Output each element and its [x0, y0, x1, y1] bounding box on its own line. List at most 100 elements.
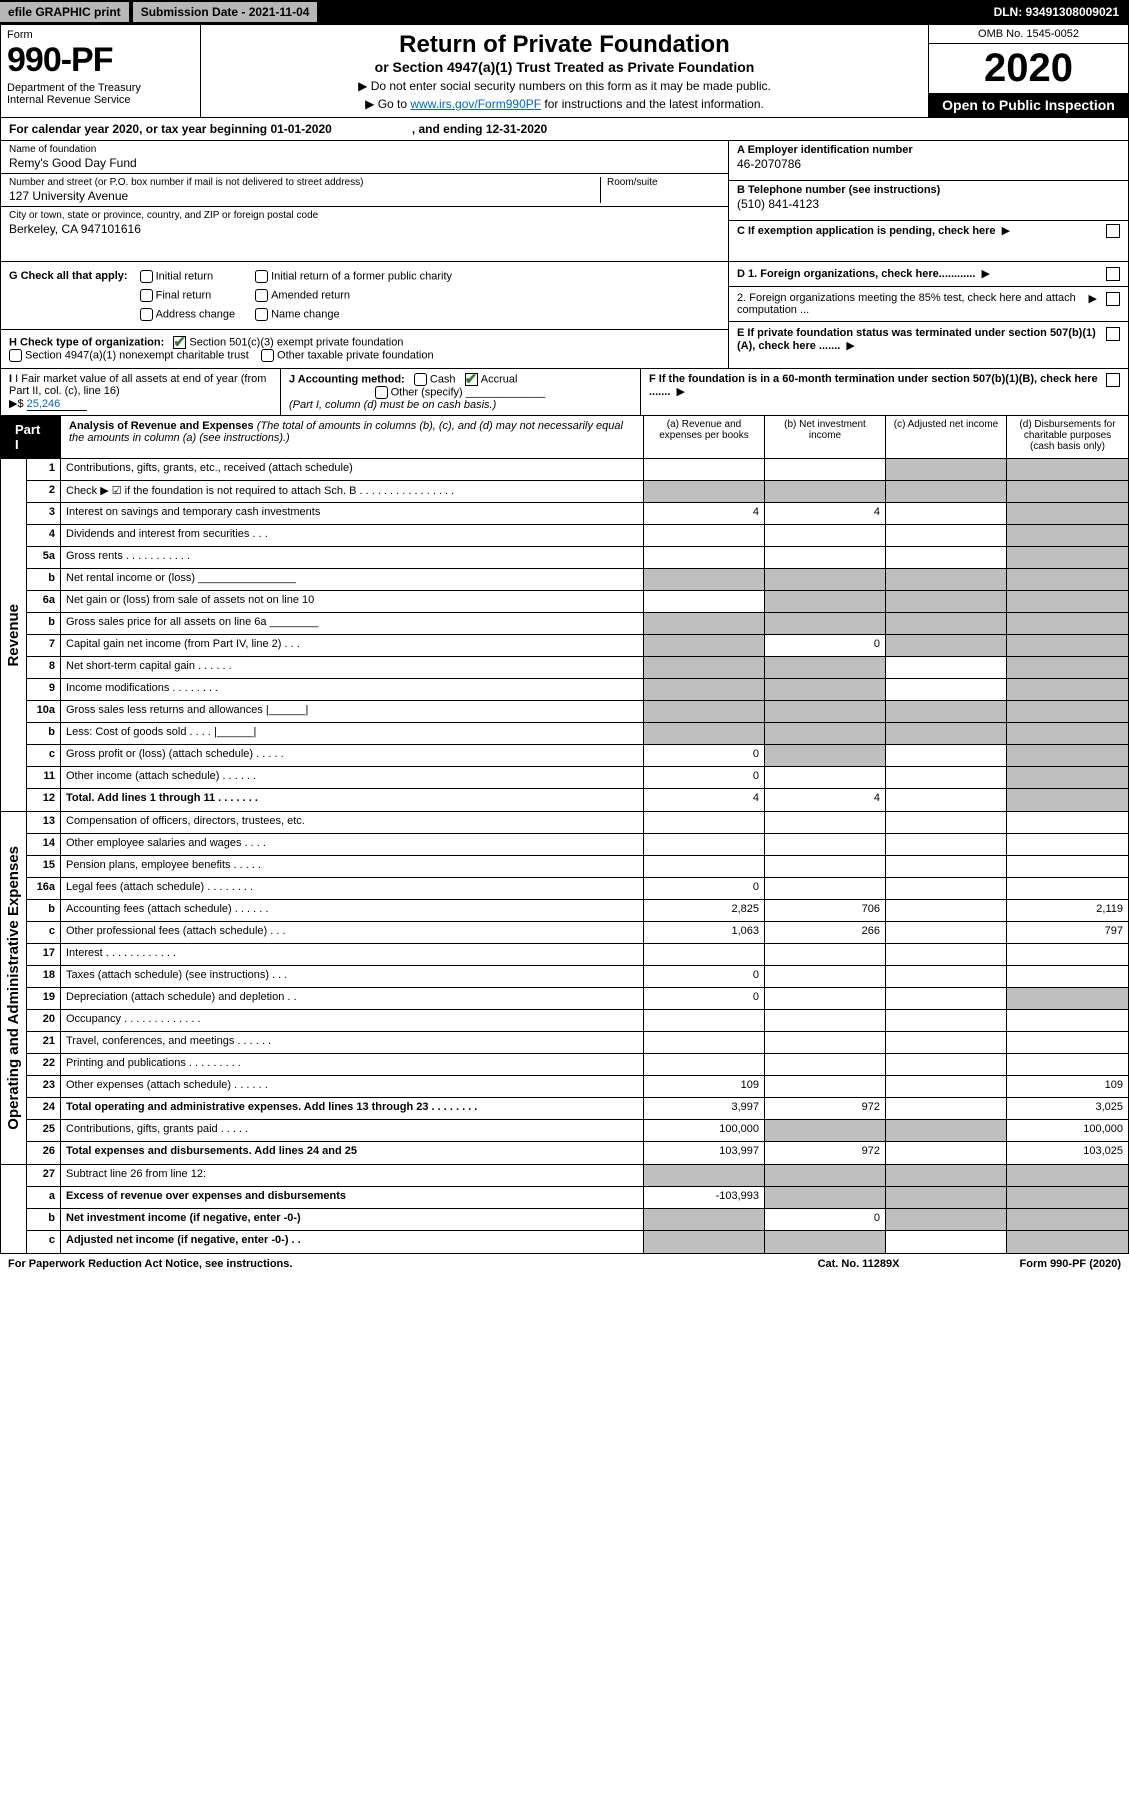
e-checkbox[interactable]	[1106, 327, 1120, 341]
cell	[1007, 745, 1128, 766]
line-num: 12	[27, 789, 61, 811]
dln: DLN: 93491308009021	[984, 2, 1129, 22]
cell	[886, 812, 1007, 833]
cell	[1007, 1054, 1128, 1075]
cell	[886, 657, 1007, 678]
cell: 0	[765, 635, 886, 656]
cell	[644, 944, 765, 965]
city-state-zip: Berkeley, CA 947101616	[9, 222, 720, 236]
cell	[886, 613, 1007, 634]
cell	[1007, 878, 1128, 899]
cell: 972	[765, 1142, 886, 1164]
line-num: 21	[27, 1032, 61, 1053]
cell	[886, 1120, 1007, 1141]
part1-header: Part I Analysis of Revenue and Expenses …	[0, 416, 1129, 459]
footer-mid: Cat. No. 11289X	[818, 1258, 900, 1270]
table-row: 6a Net gain or (loss) from sale of asset…	[27, 591, 1128, 613]
g-amended[interactable]	[255, 289, 268, 302]
h-label: H Check type of organization:	[9, 336, 164, 348]
cell: 4	[644, 503, 765, 524]
g-final-return[interactable]	[140, 289, 153, 302]
cell	[765, 481, 886, 502]
cell	[765, 525, 886, 546]
cell	[644, 591, 765, 612]
cell	[1007, 834, 1128, 855]
cell: 2,119	[1007, 900, 1128, 921]
cell	[886, 1098, 1007, 1119]
table-row: c Other professional fees (attach schedu…	[27, 922, 1128, 944]
line-desc: Interest . . . . . . . . . . . .	[61, 944, 644, 965]
cell	[765, 459, 886, 480]
cell	[765, 745, 886, 766]
fmv-value: 25,246	[27, 398, 87, 411]
f-label: F If the foundation is in a 60-month ter…	[649, 373, 1098, 398]
dept-label: Department of the Treasury Internal Reve…	[7, 82, 194, 106]
room-label: Room/suite	[607, 177, 720, 188]
table-row: b Less: Cost of goods sold . . . . |____…	[27, 723, 1128, 745]
instructions-link[interactable]: www.irs.gov/Form990PF	[410, 97, 541, 111]
line-desc: Printing and publications . . . . . . . …	[61, 1054, 644, 1075]
cell	[644, 723, 765, 744]
table-row: 12 Total. Add lines 1 through 11 . . . .…	[27, 789, 1128, 811]
cell	[1007, 767, 1128, 788]
cell: 1,063	[644, 922, 765, 943]
cell	[886, 1165, 1007, 1186]
g-name-change[interactable]	[255, 308, 268, 321]
cell: 797	[1007, 922, 1128, 943]
line-desc: Excess of revenue over expenses and disb…	[61, 1187, 644, 1208]
line-desc: Less: Cost of goods sold . . . . |______…	[61, 723, 644, 744]
h-501c3[interactable]	[173, 336, 186, 349]
table-row: 5a Gross rents . . . . . . . . . . .	[27, 547, 1128, 569]
d2-checkbox[interactable]	[1106, 292, 1120, 306]
j-accrual[interactable]	[465, 373, 478, 386]
submission-date: Submission Date - 2021-11-04	[133, 2, 318, 22]
g-initial-return[interactable]	[140, 270, 153, 283]
line-desc: Other professional fees (attach schedule…	[61, 922, 644, 943]
cell	[765, 944, 886, 965]
table-row: 3 Interest on savings and temporary cash…	[27, 503, 1128, 525]
g-address-change[interactable]	[140, 308, 153, 321]
line-num: b	[27, 1209, 61, 1230]
form-label: Form	[7, 29, 194, 41]
table-row: 21 Travel, conferences, and meetings . .…	[27, 1032, 1128, 1054]
line-desc: Gross sales less returns and allowances …	[61, 701, 644, 722]
cell	[765, 1165, 886, 1186]
line-desc: Interest on savings and temporary cash i…	[61, 503, 644, 524]
cell: 0	[644, 745, 765, 766]
cell	[765, 701, 886, 722]
table-row: 17 Interest . . . . . . . . . . . .	[27, 944, 1128, 966]
cell: 100,000	[644, 1120, 765, 1141]
cell	[886, 701, 1007, 722]
fmv-accounting-row: I I Fair market value of all assets at e…	[0, 369, 1129, 416]
cell	[765, 657, 886, 678]
d1-checkbox[interactable]	[1106, 267, 1120, 281]
table-row: 27 Subtract line 26 from line 12:	[27, 1165, 1128, 1187]
cell	[1007, 944, 1128, 965]
cell: 972	[765, 1098, 886, 1119]
cell	[765, 1187, 886, 1208]
j-cash[interactable]	[414, 373, 427, 386]
cell	[765, 547, 886, 568]
line-num: c	[27, 745, 61, 766]
line-desc: Income modifications . . . . . . . .	[61, 679, 644, 700]
cell	[886, 1032, 1007, 1053]
e-label: E If private foundation status was termi…	[737, 327, 1096, 352]
cell	[886, 834, 1007, 855]
cell	[644, 1032, 765, 1053]
line-desc: Gross profit or (loss) (attach schedule)…	[61, 745, 644, 766]
cell	[644, 856, 765, 877]
h-other-taxable[interactable]	[261, 349, 274, 362]
foundation-name: Remy's Good Day Fund	[9, 156, 720, 170]
table-row: c Adjusted net income (if negative, ente…	[27, 1231, 1128, 1253]
h-4947[interactable]	[9, 349, 22, 362]
c-checkbox[interactable]	[1106, 224, 1120, 238]
cell	[1007, 856, 1128, 877]
cell	[644, 569, 765, 590]
f-checkbox[interactable]	[1106, 373, 1120, 387]
j-other[interactable]	[375, 386, 388, 399]
line-num: 16a	[27, 878, 61, 899]
cell	[886, 988, 1007, 1009]
open-to-public: Open to Public Inspection	[929, 93, 1128, 117]
line-num: 22	[27, 1054, 61, 1075]
g-initial-former[interactable]	[255, 270, 268, 283]
